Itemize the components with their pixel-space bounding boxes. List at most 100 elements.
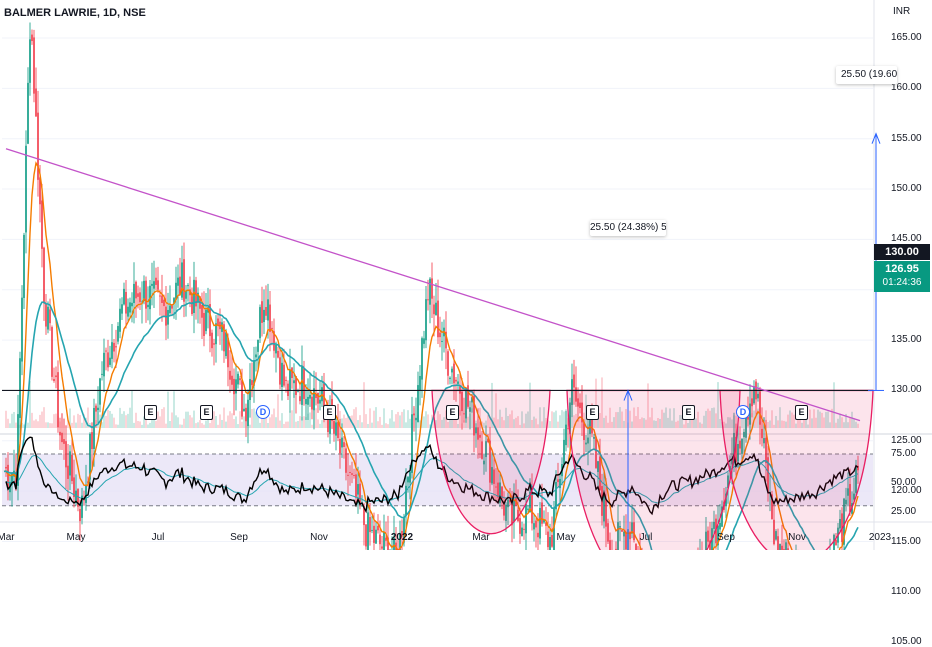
volume-bar	[791, 412, 793, 428]
volume-bar	[49, 423, 51, 428]
volume-bar	[9, 423, 11, 428]
volume-bar	[181, 424, 183, 428]
volume-bar	[57, 416, 59, 428]
volume-bar	[733, 415, 735, 428]
volume-bar	[137, 420, 139, 428]
candle-body	[73, 477, 75, 498]
earnings-marker[interactable]: E	[200, 405, 213, 420]
volume-bar	[37, 421, 39, 428]
volume-bar	[23, 424, 25, 428]
candle-body	[305, 398, 307, 405]
volume-bar	[175, 415, 177, 428]
candle-body	[351, 473, 353, 475]
candle-body	[173, 298, 175, 304]
volume-bar	[499, 409, 501, 428]
time-axis-label: Sep	[717, 532, 735, 543]
earnings-marker[interactable]: E	[446, 405, 459, 420]
volume-bar	[243, 416, 245, 428]
volume-bar	[771, 410, 773, 428]
candle-body	[573, 374, 575, 388]
volume-bar	[87, 407, 89, 428]
volume-bar	[43, 407, 45, 428]
measure-arrowhead-cup	[623, 389, 633, 401]
candle-body	[319, 399, 321, 404]
volume-bar	[731, 419, 733, 428]
candle-body	[161, 295, 163, 303]
candle-body	[407, 477, 409, 483]
candle-body	[481, 441, 483, 459]
candle-body	[11, 473, 13, 485]
volume-bar	[165, 423, 167, 428]
candle-body	[267, 299, 269, 321]
candle-body	[453, 363, 455, 384]
price-axis-label: 160.00	[891, 82, 922, 94]
volume-bar	[209, 423, 211, 428]
volume-bar	[459, 410, 461, 428]
candle-body	[505, 504, 507, 521]
volume-bar	[487, 415, 489, 428]
earnings-marker[interactable]: E	[682, 405, 695, 420]
earnings-marker[interactable]: E	[323, 405, 336, 420]
candle-body	[171, 305, 173, 309]
volume-bar	[205, 420, 207, 428]
volume-bar	[381, 424, 383, 428]
volume-bar	[223, 407, 225, 428]
volume-bar	[521, 411, 523, 428]
chart-canvas[interactable]	[0, 0, 932, 550]
volume-bar	[249, 424, 251, 428]
volume-bar	[823, 417, 825, 428]
candle-body	[89, 433, 91, 480]
volume-bar	[387, 424, 389, 428]
measure-label-target[interactable]: 25.50 (19.60%)	[836, 66, 897, 84]
earnings-marker[interactable]: E	[586, 405, 599, 420]
candle-body	[575, 387, 577, 402]
volume-bar	[745, 414, 747, 428]
earnings-marker[interactable]: E	[144, 405, 157, 420]
candle-body	[345, 448, 347, 473]
volume-bar	[191, 417, 193, 428]
candle-body	[39, 177, 41, 205]
volume-bar	[845, 413, 847, 428]
volume-bar	[821, 412, 823, 428]
earnings-marker[interactable]: E	[795, 405, 808, 420]
volume-bar	[439, 414, 441, 428]
candle-body	[355, 474, 357, 497]
volume-bar	[555, 410, 557, 428]
volume-bar	[509, 414, 511, 428]
volume-bar	[537, 424, 539, 428]
volume-bar	[415, 420, 417, 428]
candle-body	[605, 498, 607, 527]
price-axis-label: 145.00	[891, 233, 922, 245]
dividend-marker[interactable]: D	[256, 405, 270, 419]
volume-bar	[633, 407, 635, 428]
volume-bar	[723, 421, 725, 428]
volume-bar	[363, 382, 365, 428]
volume-bar	[683, 424, 685, 428]
candle-body	[527, 508, 529, 510]
volume-bar	[705, 410, 707, 428]
candle-body	[781, 545, 783, 550]
candle-body	[629, 531, 631, 540]
volume-bar	[239, 411, 241, 428]
volume-bar	[213, 411, 215, 428]
candle-body	[67, 465, 69, 479]
candle-body	[731, 458, 733, 465]
measure-label-cup[interactable]: 25.50 (24.38%) 510	[590, 220, 666, 236]
volume-bar	[251, 409, 253, 428]
volume-bar	[411, 422, 413, 428]
candle-body	[495, 486, 497, 488]
volume-bar	[403, 409, 405, 428]
dividend-marker[interactable]: D	[736, 405, 750, 419]
volume-bar	[13, 411, 15, 428]
volume-bar	[231, 413, 233, 428]
current-price-value: 126.95	[885, 263, 919, 275]
candle-body	[439, 332, 441, 338]
volume-bar	[159, 416, 161, 428]
volume-bar	[261, 411, 263, 428]
candle-body	[401, 530, 403, 537]
candle-body	[233, 378, 235, 395]
volume-bar	[19, 424, 21, 428]
candle-body	[261, 301, 263, 323]
candle-body	[81, 495, 83, 518]
candle-body	[107, 352, 109, 368]
